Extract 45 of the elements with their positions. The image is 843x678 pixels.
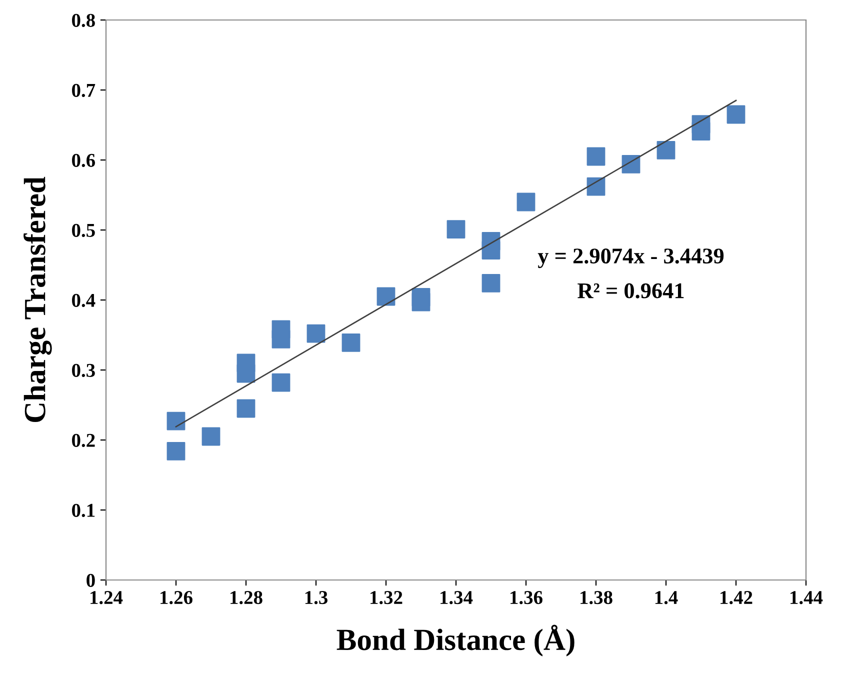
point (202, 427, 220, 446)
x-tick-label: 1.36 (510, 591, 542, 604)
point (166, 442, 186, 460)
y-tick-label: 0.6 (72, 154, 96, 168)
annotation: R² = 0.9641 (578, 283, 684, 298)
point (272, 330, 290, 348)
y-axis-title: Charge Transfered (24, 176, 52, 422)
x-tick-label: 1.24 (90, 591, 123, 604)
annotation: y = 2.9074x - 3.4439 (538, 248, 724, 268)
point (482, 274, 500, 292)
point (236, 364, 256, 383)
y-tick-label: 0.7 (72, 84, 96, 98)
point (726, 105, 746, 124)
point (516, 192, 536, 212)
y-tick-label: 0.8 (72, 14, 95, 28)
point (412, 292, 430, 312)
x-tick-label: 1.38 (580, 590, 612, 604)
point (446, 220, 466, 238)
x-tick-label: 1.26 (160, 591, 192, 604)
x-tick-label: 1.44 (790, 591, 823, 604)
point (272, 373, 290, 392)
y-tick-label: 0.5 (72, 224, 95, 238)
x-tick-label: 1.28 (230, 590, 262, 604)
x-tick-label: 1.42 (720, 591, 752, 604)
point (656, 141, 676, 160)
y-tick-label: 0.3 (72, 364, 95, 378)
point (166, 412, 186, 430)
point (482, 241, 500, 260)
y-tick-label: 0.1 (72, 504, 95, 518)
y-tick-label: 0.2 (72, 434, 95, 448)
x-axis-title: Bond Distance (Å) (336, 624, 574, 656)
point (342, 334, 360, 352)
point (376, 287, 396, 306)
point (586, 177, 606, 196)
x-tick-label: 1.34 (440, 591, 473, 604)
y-tick-label: 0.4 (72, 294, 96, 308)
point (586, 147, 606, 166)
x-tick-label: 1.32 (370, 591, 402, 604)
y-tick-label: 0 (86, 574, 95, 587)
x-tick-label: 1.3 (305, 591, 328, 604)
point (306, 324, 326, 343)
point (692, 122, 710, 140)
point (622, 155, 640, 174)
x-tick-label: 1.4 (655, 591, 678, 604)
point (236, 399, 256, 418)
